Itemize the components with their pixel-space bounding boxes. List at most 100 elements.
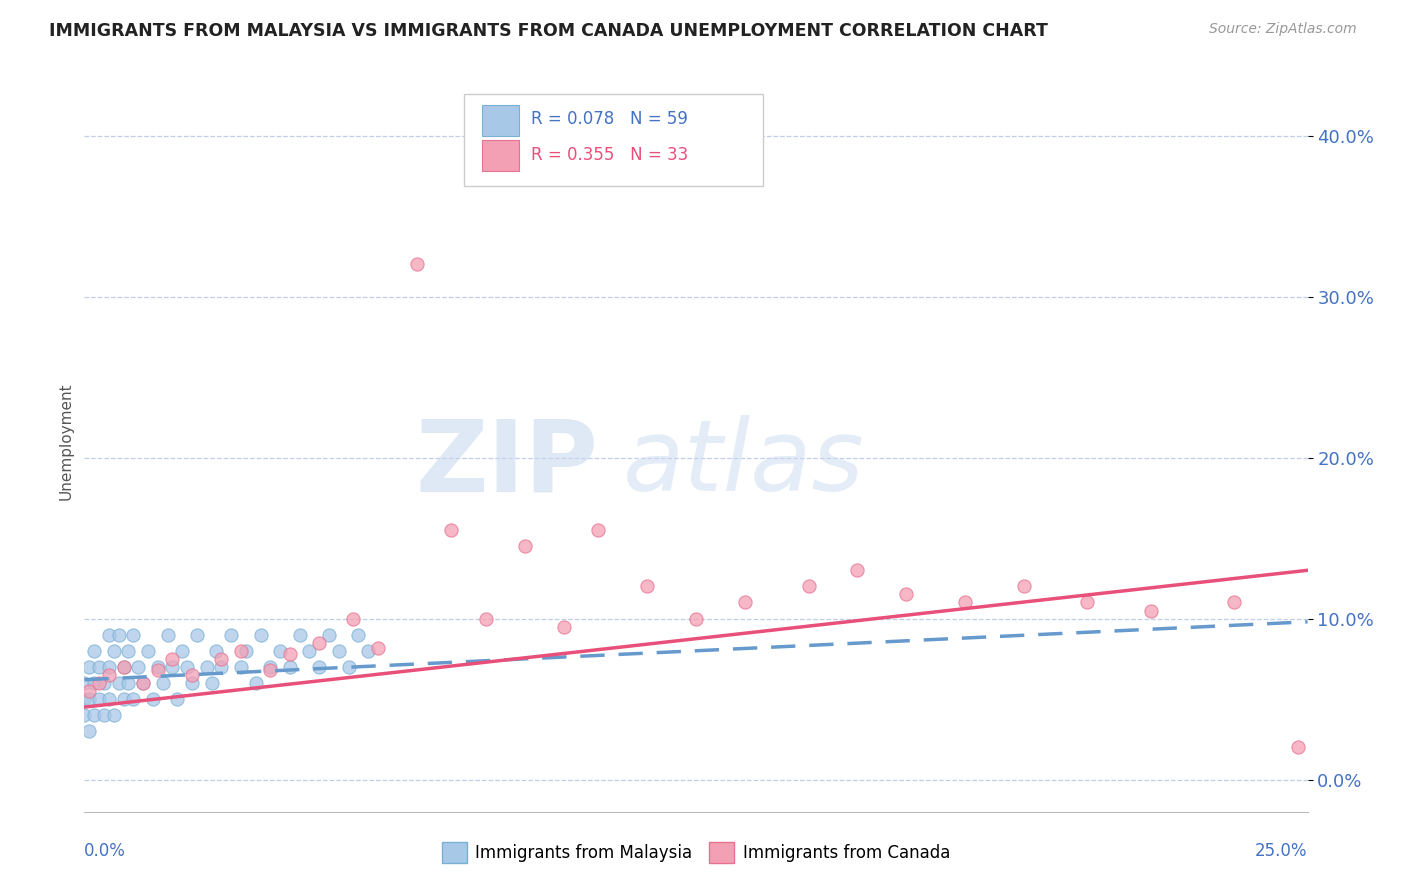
Point (328, 644, 350, 658)
Point (1223, 595, 1246, 609)
Point (347, 628, 370, 642)
Text: 0.0%: 0.0% (84, 842, 127, 860)
Text: Source: ZipAtlas.com: Source: ZipAtlas.com (1209, 22, 1357, 37)
Text: IMMIGRANTS FROM MALAYSIA VS IMMIGRANTS FROM CANADA UNEMPLOYMENT CORRELATION CHAR: IMMIGRANTS FROM MALAYSIA VS IMMIGRANTS F… (49, 22, 1047, 40)
Point (112, 660, 135, 674)
Point (209, 660, 232, 674)
Point (87, 660, 110, 674)
Point (513, 539, 536, 553)
Point (229, 660, 252, 674)
Point (73, 692, 96, 706)
Point (146, 663, 169, 677)
Point (73, 676, 96, 690)
Text: R = 0.078   N = 59: R = 0.078 N = 59 (531, 111, 688, 128)
Point (357, 644, 380, 658)
Point (278, 660, 301, 674)
Bar (482, 104, 519, 136)
Text: atlas: atlas (623, 416, 865, 512)
Point (1140, 603, 1163, 617)
Point (209, 652, 232, 666)
Point (259, 660, 281, 674)
Point (122, 628, 145, 642)
Point (1012, 579, 1035, 593)
Point (235, 644, 257, 658)
Point (166, 692, 188, 706)
Point (132, 676, 155, 690)
Point (636, 579, 658, 593)
Point (474, 611, 496, 625)
Point (77, 692, 100, 706)
Point (734, 595, 756, 609)
Point (205, 644, 228, 658)
Point (685, 611, 707, 625)
Point (122, 692, 145, 706)
Point (103, 708, 125, 723)
Point (127, 660, 149, 674)
Point (107, 628, 129, 642)
Point (337, 660, 360, 674)
Point (245, 676, 267, 690)
Point (97, 660, 120, 674)
Y-axis label: Unemployment: Unemployment (58, 383, 73, 500)
Point (77, 724, 100, 739)
Point (176, 660, 198, 674)
Point (219, 628, 242, 642)
Point (318, 628, 340, 642)
Bar (482, 140, 519, 171)
Point (181, 676, 204, 690)
Point (132, 676, 155, 690)
Point (97, 668, 120, 682)
Point (112, 692, 135, 706)
Point (181, 668, 204, 682)
Point (83, 708, 105, 723)
Point (77, 660, 100, 674)
Point (259, 663, 281, 677)
Point (308, 636, 330, 650)
Point (367, 640, 389, 655)
Point (83, 676, 105, 690)
Point (103, 644, 125, 658)
Legend: Immigrants from Malaysia, Immigrants from Canada: Immigrants from Malaysia, Immigrants fro… (441, 842, 950, 863)
Point (107, 676, 129, 690)
Point (249, 628, 271, 642)
Point (586, 523, 609, 537)
Point (440, 523, 463, 537)
Text: 25.0%: 25.0% (1256, 842, 1308, 860)
Point (162, 660, 184, 674)
Point (83, 644, 105, 658)
Point (162, 652, 184, 666)
Point (278, 647, 301, 661)
Point (195, 660, 218, 674)
Point (288, 628, 311, 642)
FancyBboxPatch shape (464, 94, 763, 186)
Point (229, 644, 252, 658)
Point (172, 644, 194, 658)
Point (117, 644, 139, 658)
Point (97, 628, 120, 642)
Text: R = 0.355   N = 33: R = 0.355 N = 33 (531, 146, 688, 164)
Point (406, 258, 429, 272)
Point (93, 708, 115, 723)
Text: ZIP: ZIP (415, 416, 598, 512)
Point (1076, 595, 1098, 609)
Point (97, 692, 120, 706)
Point (156, 628, 179, 642)
Point (953, 595, 976, 609)
Point (142, 692, 165, 706)
Point (73, 708, 96, 723)
Point (186, 628, 208, 642)
Point (93, 676, 115, 690)
Point (77, 684, 100, 698)
Point (136, 644, 159, 658)
Point (146, 660, 169, 674)
Point (1286, 740, 1309, 755)
Point (308, 660, 330, 674)
Point (553, 619, 575, 633)
Point (117, 676, 139, 690)
Point (846, 563, 869, 577)
Point (269, 644, 291, 658)
Point (797, 579, 820, 593)
Point (298, 644, 321, 658)
Point (342, 611, 364, 625)
Point (87, 676, 110, 690)
